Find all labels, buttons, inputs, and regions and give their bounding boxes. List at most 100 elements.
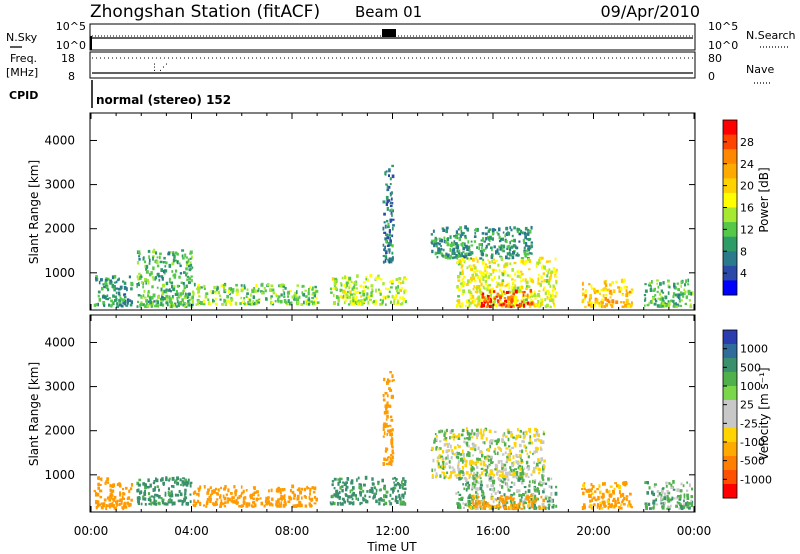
velocity-cell: [476, 432, 479, 437]
power-cell: [510, 228, 513, 232]
power-cell: [509, 253, 512, 257]
velocity-cell: [647, 502, 651, 506]
velocity-cell: [488, 479, 492, 482]
power-cell: [527, 245, 531, 248]
power-cell: [287, 299, 290, 303]
power-cell: [506, 232, 508, 236]
velocity-cell: [489, 504, 492, 508]
velocity-cell: [461, 470, 464, 474]
velocity-cell: [539, 439, 543, 443]
power-cell: [447, 241, 449, 244]
velocity-cell: [512, 474, 516, 479]
power-cell: [313, 299, 316, 303]
velocity-cell: [475, 491, 478, 494]
power-cell: [521, 259, 525, 264]
velocity-cell: [348, 501, 352, 504]
power-cell: [521, 278, 525, 282]
velocity-ytick-label: 3000: [44, 380, 75, 394]
velocity-cell: [533, 450, 536, 454]
velocity-cell: [494, 468, 497, 471]
velocity-cell: [277, 486, 280, 491]
power-cell: [648, 281, 651, 285]
velocity-cell: [497, 446, 500, 449]
velocity-cell: [662, 487, 665, 490]
power-cell: [176, 260, 179, 265]
power-cell: [353, 281, 357, 285]
velocity-cell: [441, 464, 443, 468]
power-cell: [300, 303, 303, 306]
velocity-cell: [501, 474, 505, 478]
velocity-cell: [499, 483, 501, 487]
power-cell: [486, 265, 489, 269]
power-cell: [525, 249, 529, 252]
power-cell: [467, 252, 471, 257]
power-cell: [524, 242, 528, 245]
power-cell: [463, 275, 466, 279]
power-cell: [678, 296, 681, 300]
velocity-cell: [508, 506, 512, 509]
power-cell: [348, 286, 351, 290]
power-cell: [197, 300, 200, 303]
power-cell: [453, 240, 456, 245]
velocity-cell: [582, 483, 585, 488]
velocity-cell: [649, 507, 652, 510]
velocity-cell: [466, 427, 468, 431]
power-cell: [516, 229, 519, 234]
power-cell: [473, 280, 477, 283]
velocity-cell: [542, 478, 545, 481]
velocity-cell: [391, 374, 394, 379]
power-cell: [473, 270, 477, 274]
power-cell: [398, 281, 401, 284]
power-cell: [664, 301, 666, 305]
power-cell: [485, 263, 488, 266]
power-cell: [392, 224, 395, 227]
velocity-cell: [483, 429, 487, 432]
velocity-cell: [601, 500, 605, 504]
velocity-cell: [489, 444, 491, 449]
velocity-cell: [213, 489, 216, 493]
power-cell: [460, 257, 464, 261]
power-cell: [529, 246, 532, 250]
velocity-cell: [181, 499, 185, 503]
velocity-cell: [443, 476, 446, 480]
power-cell: [294, 297, 298, 301]
power-cell: [389, 205, 393, 208]
power-cell: [141, 296, 144, 299]
power-cell: [526, 293, 529, 298]
velocity-cell: [111, 489, 115, 493]
power-cell: [622, 280, 625, 284]
power-cell: [604, 289, 607, 292]
power-cell: [383, 212, 386, 216]
velocity-cell: [479, 450, 483, 454]
power-cell: [144, 278, 147, 281]
power-cell: [391, 257, 393, 261]
velocity-cell: [459, 457, 463, 462]
power-cell: [171, 284, 174, 289]
power-cell: [186, 278, 189, 281]
velocity-cell: [476, 471, 479, 474]
power-cell: [489, 302, 492, 305]
power-cell: [203, 287, 206, 290]
velocity-cell: [386, 380, 389, 385]
power-cell: [460, 230, 463, 234]
velocity-cell: [309, 487, 312, 492]
power-cell: [488, 272, 491, 275]
power-cell: [102, 301, 106, 305]
power-cell: [494, 269, 498, 272]
velocity-cell: [492, 488, 495, 493]
velocity-cell: [541, 467, 545, 471]
noise-left-tick-bottom: 10^0: [56, 39, 86, 52]
power-cell: [104, 281, 108, 285]
velocity-cell: [343, 482, 347, 486]
velocity-cell: [490, 505, 492, 510]
power-cell: [460, 252, 463, 256]
velocity-cell: [185, 480, 189, 485]
velocity-cell: [501, 485, 504, 489]
velocity-cell: [513, 482, 516, 486]
power-cell: [95, 303, 98, 306]
velocity-cell: [488, 465, 490, 468]
velocity-cell: [144, 483, 147, 488]
power-cell: [470, 281, 472, 284]
velocity-cell: [497, 490, 499, 494]
